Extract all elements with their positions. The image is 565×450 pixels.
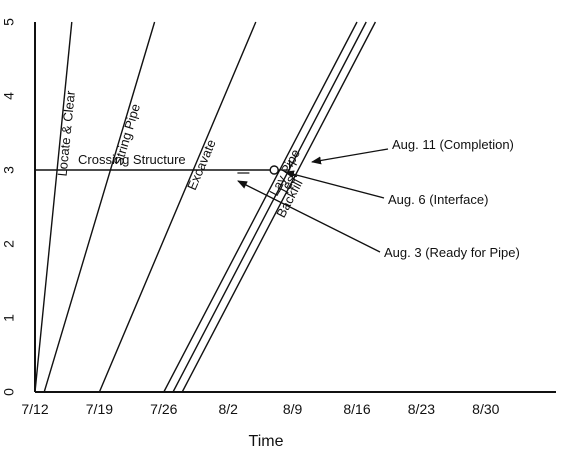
crossing-point-marker xyxy=(269,165,279,175)
series-label-locate-and-clear: Locate & Clear xyxy=(55,89,79,177)
aug-11-arrow xyxy=(311,148,389,165)
annotations: Aug. 11 (Completion) Aug. 6 (Interface) Au… xyxy=(237,137,520,260)
series-lines xyxy=(34,21,377,393)
y-tick-label-0: 0 xyxy=(1,388,17,396)
x-tick-label-8-23: 8/23 xyxy=(408,401,435,417)
y-tick-label-5: 5 xyxy=(1,18,17,26)
y-tick-label-3: 3 xyxy=(1,166,17,174)
y-tick-label-2: 2 xyxy=(1,240,17,248)
series-line-excavate xyxy=(98,21,257,393)
aug-6-label: Aug. 6 (Interface) xyxy=(388,192,488,207)
aug-11-step-marker xyxy=(277,160,291,171)
crossing-structure-label: Crossing Structure xyxy=(78,152,186,167)
x-tick-label-8-16: 8/16 xyxy=(343,401,370,417)
aug-3-arrow xyxy=(237,180,381,253)
x-tick-label-7-26: 7/26 xyxy=(150,401,177,417)
series-label-excavate: Excavate xyxy=(184,137,219,192)
aug-6-arrow xyxy=(284,170,385,199)
x-tick-label-8-30: 8/30 xyxy=(472,401,499,417)
x-axis-title: Time xyxy=(249,433,284,450)
y-tick-label-1: 1 xyxy=(1,314,17,322)
series-line-lay-pipe xyxy=(163,21,358,393)
y-tick-label-4: 4 xyxy=(1,92,17,100)
y-tick-labels: 0 1 2 3 4 5 xyxy=(1,18,17,396)
x-tick-label-8-9: 8/9 xyxy=(283,401,303,417)
series-line-test xyxy=(172,21,367,393)
x-tick-label-7-12: 7/12 xyxy=(21,401,48,417)
series-line-locate-and-clear xyxy=(34,21,73,393)
aug-11-label: Aug. 11 (Completion) xyxy=(392,137,514,152)
x-tick-label-7-19: 7/19 xyxy=(86,401,113,417)
series-line-string-pipe xyxy=(43,21,156,393)
x-tick-label-8-2: 8/2 xyxy=(218,401,238,417)
axes: Time xyxy=(34,22,556,450)
series-line-backfill xyxy=(181,21,377,393)
x-tick-labels: 7/12 7/19 7/26 8/2 8/9 8/16 8/23 8/30 xyxy=(21,401,499,417)
aug-3-label: Aug. 3 (Ready for Pipe) xyxy=(384,245,520,260)
